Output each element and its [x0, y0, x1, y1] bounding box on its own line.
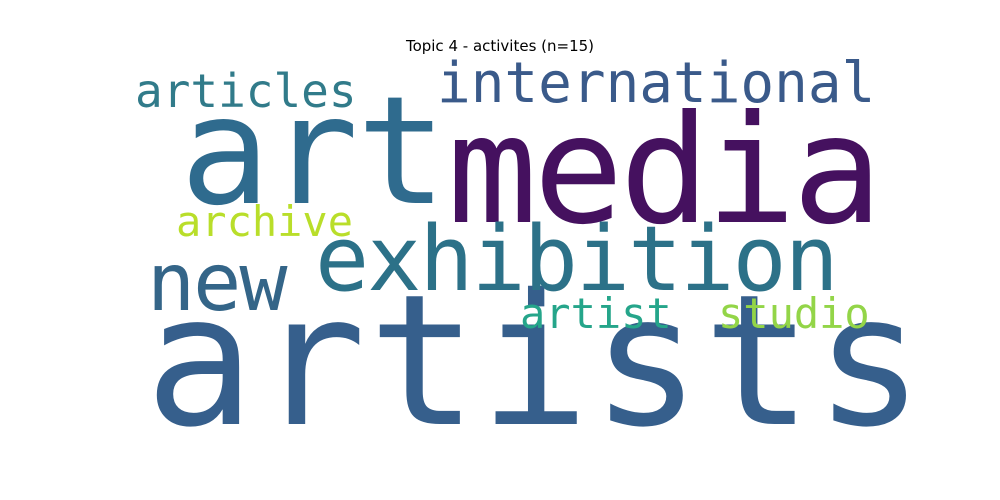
word-studio: studio: [718, 289, 870, 338]
word-new: new: [147, 236, 288, 329]
word-exhibition: exhibition: [315, 207, 837, 312]
word-artists: artists: [145, 255, 926, 467]
word-media: media: [447, 84, 879, 258]
word-articles: articles: [135, 64, 357, 118]
word-art: art: [180, 65, 445, 239]
word-artist: artist: [520, 289, 672, 338]
word-archive: archive: [176, 197, 353, 246]
word-international: international: [437, 51, 875, 116]
chart-title: Topic 4 - activites (n=15): [405, 37, 595, 55]
